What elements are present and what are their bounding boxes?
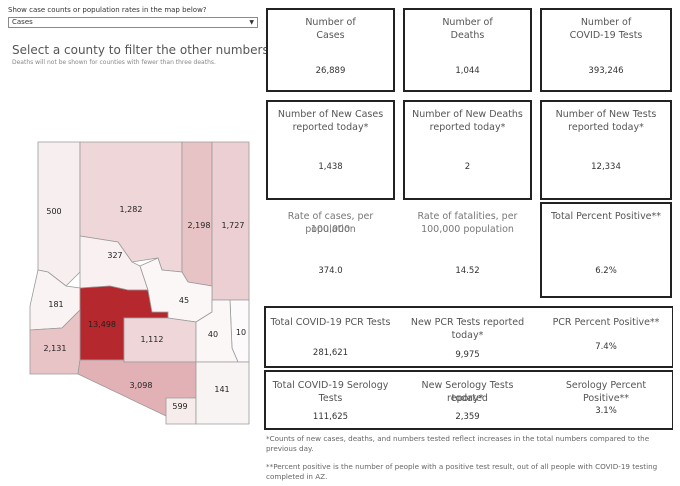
map-metric-select-value: Cases	[12, 18, 33, 26]
county-value-greenlee: 10	[236, 328, 246, 337]
county-value-yuma: 2,131	[44, 344, 67, 353]
card-label: Rate of fatalities, per	[417, 211, 518, 222]
card-label: Deaths	[450, 30, 485, 41]
card-label: reported today*	[429, 122, 506, 133]
card-serology-percent[interactable]: Serology Percent Positive** 3.1%	[540, 372, 672, 428]
card-pcr-new[interactable]: New PCR Tests reported today* 9,975	[403, 308, 532, 366]
map-instructions: Select a county to filter the other numb…	[12, 43, 273, 57]
card-value: 12,334	[591, 162, 621, 172]
card-label: Total Percent Positive**	[550, 211, 662, 222]
county-value-la-paz: 181	[48, 300, 63, 309]
card-value: 374.0	[318, 266, 343, 276]
county-value-pinal: 1,112	[141, 335, 164, 344]
map-metric-select[interactable]: Cases ▼	[8, 17, 258, 28]
card-value: 1,044	[455, 66, 480, 76]
footnote-line: **Percent positive is the number of peop…	[266, 462, 658, 471]
card-label: Rate of cases, per 100,000	[287, 211, 374, 235]
card-label: PCR Percent Positive**	[552, 317, 660, 328]
card-value: 281,621	[312, 348, 349, 358]
card-deaths[interactable]: Number of Deaths 1,044	[403, 8, 532, 92]
card-label: Number of	[442, 17, 493, 28]
county-value-gila: 45	[179, 296, 189, 305]
card-value: 7.4%	[595, 342, 617, 352]
card-value: 6.2%	[595, 266, 617, 276]
county-value-cochise: 141	[214, 385, 229, 394]
footnote-line: completed in AZ.	[266, 472, 328, 481]
card-cases[interactable]: Number of Cases 26,889	[266, 8, 395, 92]
card-label: Number of	[580, 17, 632, 28]
county-value-graham: 40	[208, 330, 218, 339]
card-label: today*	[451, 393, 484, 404]
card-value: 26,889	[315, 66, 346, 76]
card-serology-total[interactable]: Total COVID-19 Serology Tests 111,625	[266, 372, 395, 428]
county-value-coconino: 1,282	[120, 205, 143, 214]
footnote-new-counts: *Counts of new cases, deaths, and number…	[266, 434, 649, 454]
card-serology-new[interactable]: New Serology Tests reported today* 2,359	[403, 372, 532, 428]
card-label: New PCR Tests reported	[410, 317, 525, 328]
card-label: 100,000 population	[421, 224, 514, 235]
county-value-navajo: 2,198	[188, 221, 211, 230]
card-value: 1,438	[318, 162, 343, 172]
footnote-line: previous day.	[266, 444, 314, 453]
card-label: Tests	[318, 393, 343, 404]
card-label: Cases	[316, 30, 345, 41]
card-label: Number of New Tests	[555, 109, 657, 120]
card-value: 2	[464, 162, 471, 172]
map-instructions-note: Deaths will not be shown for counties wi…	[12, 59, 216, 66]
card-rate-fatalities[interactable]: Rate of fatalities, per 100,000 populati…	[403, 202, 532, 298]
card-label: COVID-19 Tests	[569, 30, 643, 41]
county-value-pima: 3,098	[130, 381, 153, 390]
card-label: Total COVID-19 PCR Tests	[270, 317, 391, 328]
card-label: population	[305, 224, 356, 235]
arizona-county-map: 500 1,282 2,198 1,727 327 181 13,498 45 …	[29, 141, 250, 425]
card-value: 9,975	[455, 350, 480, 360]
card-label: today*	[451, 330, 484, 341]
card-percent-positive[interactable]: Total Percent Positive** 6.2%	[540, 202, 672, 298]
footnote-line: *Counts of new cases, deaths, and number…	[266, 434, 650, 443]
county-value-yavapai: 327	[107, 251, 122, 260]
card-value: 3.1%	[595, 406, 617, 416]
card-pcr-percent[interactable]: PCR Percent Positive** 7.4%	[540, 308, 672, 366]
card-value: 393,246	[588, 66, 624, 76]
county-cochise[interactable]	[195, 361, 250, 425]
card-value: 2,359	[455, 412, 480, 422]
county-value-santa-cruz: 599	[172, 402, 187, 411]
card-new-cases[interactable]: Number of New Cases reported today* 1,43…	[266, 100, 395, 200]
county-value-mohave: 500	[46, 207, 61, 216]
map-filter-question: Show case counts or population rates in …	[8, 6, 207, 14]
chevron-down-icon: ▼	[249, 19, 254, 26]
card-pcr-total[interactable]: Total COVID-19 PCR Tests 281,621	[266, 308, 395, 366]
footnote-percent-positive: **Percent positive is the number of peop…	[266, 462, 657, 482]
card-value: 111,625	[312, 412, 349, 422]
card-label: Number of	[305, 17, 356, 28]
card-label: Number of New Cases	[277, 109, 384, 120]
card-label: Number of New Deaths	[412, 109, 523, 120]
card-label: Total COVID-19 Serology	[272, 380, 389, 391]
card-label: New Serology Tests reported	[421, 380, 514, 404]
card-value: 14.52	[455, 266, 480, 276]
county-value-apache: 1,727	[222, 221, 245, 230]
card-new-tests[interactable]: Number of New Tests reported today* 12,3…	[540, 100, 672, 200]
county-navajo[interactable]	[181, 141, 213, 287]
card-label: reported today*	[292, 122, 369, 133]
card-label: reported today*	[568, 122, 644, 133]
county-value-maricopa: 13,498	[88, 320, 116, 329]
card-rate-cases[interactable]: Rate of cases, per 100,000 population 37…	[266, 202, 395, 298]
card-new-deaths[interactable]: Number of New Deaths reported today* 2	[403, 100, 532, 200]
card-tests[interactable]: Number of COVID-19 Tests 393,246	[540, 8, 672, 92]
card-label: Serology Percent Positive**	[565, 380, 647, 404]
